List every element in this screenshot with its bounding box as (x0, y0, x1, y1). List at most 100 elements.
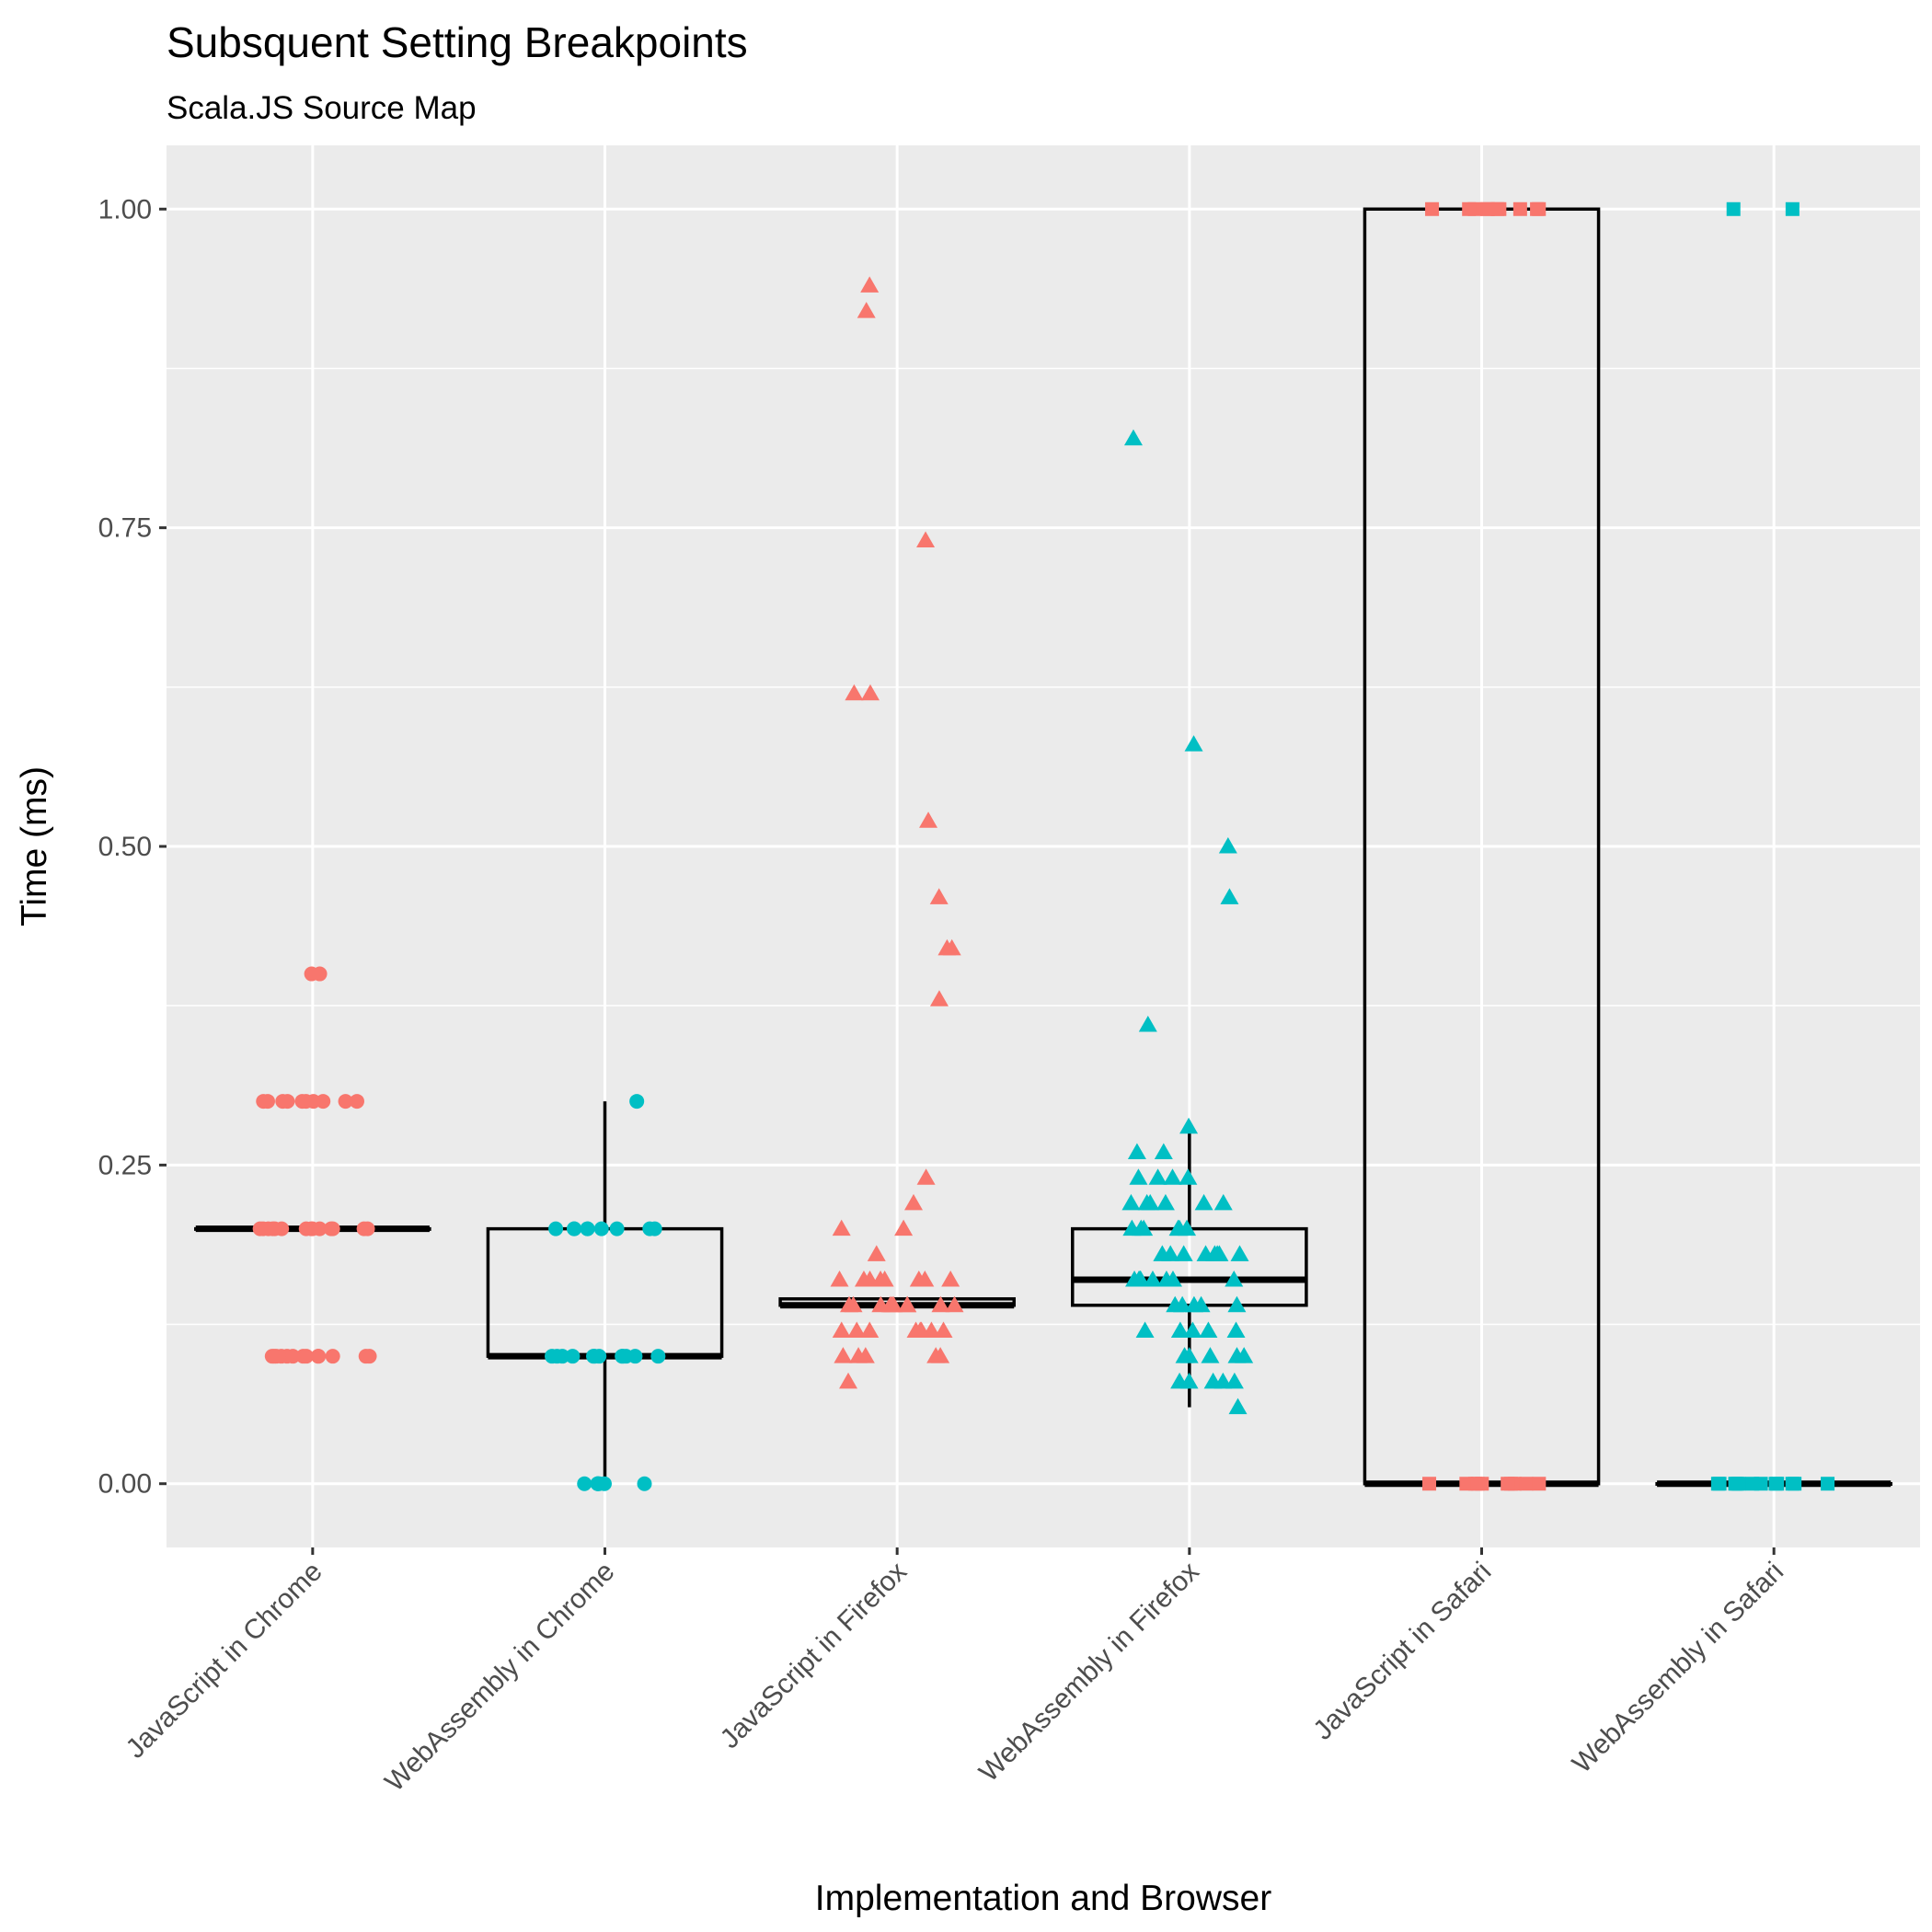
data-point (260, 1221, 276, 1236)
data-point (860, 1271, 880, 1287)
y-tick-label: 0.75 (98, 513, 152, 544)
data-point (847, 1321, 867, 1338)
data-point (264, 1349, 280, 1364)
data-point (1726, 201, 1741, 216)
data-point (906, 1321, 926, 1338)
data-point (1148, 1168, 1167, 1185)
data-point (565, 1349, 581, 1364)
data-point (1183, 1321, 1202, 1338)
data-point (1425, 201, 1440, 216)
data-point (629, 1094, 645, 1110)
data-point (1225, 1372, 1244, 1389)
data-point (832, 1219, 851, 1236)
data-point (1179, 1168, 1198, 1185)
data-point (1135, 1321, 1155, 1338)
data-point (849, 1347, 868, 1363)
data-point (1196, 1245, 1215, 1261)
x-tick-label: JavaScript in Firefox (715, 1557, 914, 1755)
data-point (1230, 1245, 1249, 1261)
data-point (845, 684, 864, 701)
data-point (830, 1271, 849, 1287)
x-tick-label: WebAssembly in Chrome (379, 1557, 620, 1798)
data-point (1122, 1219, 1142, 1236)
data-point (1156, 1193, 1175, 1211)
data-point (298, 1221, 314, 1236)
grid-lines (167, 145, 1920, 1547)
data-point (1512, 201, 1527, 216)
data-point (875, 1271, 894, 1287)
data-point (1821, 1477, 1835, 1491)
data-point (931, 1295, 950, 1313)
data-point (580, 1221, 595, 1236)
data-point (1179, 1372, 1199, 1389)
data-point (316, 1094, 331, 1110)
x-tick-label: JavaScript in Safari (1307, 1557, 1497, 1746)
data-point (1134, 1219, 1154, 1236)
data-point (637, 1476, 652, 1491)
data-point (832, 1321, 851, 1338)
data-point (894, 1219, 914, 1236)
data-point (1179, 1117, 1199, 1134)
data-point (1194, 1193, 1213, 1211)
data-point (1174, 1245, 1193, 1261)
data-point (566, 1221, 581, 1236)
data-point (1163, 1168, 1182, 1185)
data-point (1125, 1271, 1144, 1287)
data-point (867, 1245, 886, 1261)
data-point (1141, 1193, 1160, 1211)
x-tick-label: WebAssembly in Safari (1567, 1557, 1789, 1779)
data-point (1492, 201, 1507, 216)
data-point (1218, 837, 1237, 854)
data-point (945, 1295, 964, 1313)
data-point (1768, 1477, 1783, 1491)
x-axis-title: Implementation and Browser (815, 1879, 1271, 1918)
data-point (916, 1168, 936, 1185)
y-tick-label: 1.00 (98, 194, 152, 224)
data-point (929, 990, 949, 1006)
data-point (860, 1321, 880, 1338)
data-point (577, 1476, 592, 1491)
data-point (1166, 1295, 1185, 1313)
data-point (312, 966, 328, 982)
data-point (934, 1321, 953, 1338)
data-point (362, 1349, 377, 1364)
data-point (1228, 1397, 1248, 1415)
data-point (903, 1193, 923, 1211)
data-point (310, 1349, 326, 1364)
data-point (294, 1094, 310, 1110)
data-point (1501, 1477, 1515, 1491)
data-point (256, 1094, 271, 1110)
data-point (349, 1094, 364, 1110)
data-point (280, 1094, 295, 1110)
data-point (615, 1349, 630, 1364)
data-point (898, 1295, 917, 1313)
data-point (1127, 1143, 1146, 1160)
data-point (844, 1295, 863, 1313)
data-point (1201, 1347, 1220, 1363)
data-point (1154, 1143, 1173, 1160)
data-point (1530, 201, 1545, 216)
data-point (1785, 1477, 1800, 1491)
data-point (545, 1349, 560, 1364)
data-point (1184, 1295, 1203, 1313)
data-point (860, 276, 880, 293)
data-point (285, 1349, 301, 1364)
data-point (650, 1349, 666, 1364)
data-point (929, 888, 949, 904)
data-point (916, 531, 936, 547)
data-point (1169, 1219, 1189, 1236)
data-point (1235, 1347, 1254, 1363)
data-point (1121, 1193, 1141, 1211)
data-point (926, 1347, 946, 1363)
data-point (1213, 1193, 1233, 1211)
points-1 (545, 1094, 666, 1491)
x-tick-label: JavaScript in Chrome (121, 1557, 328, 1765)
points-3 (1121, 429, 1254, 1415)
data-point (860, 684, 880, 701)
data-point (857, 302, 876, 318)
chart-subtitle: Scala.JS Source Map (167, 90, 477, 126)
data-point (1213, 1372, 1233, 1389)
data-point (590, 1476, 605, 1491)
data-points (252, 201, 1835, 1491)
data-point (587, 1349, 603, 1364)
